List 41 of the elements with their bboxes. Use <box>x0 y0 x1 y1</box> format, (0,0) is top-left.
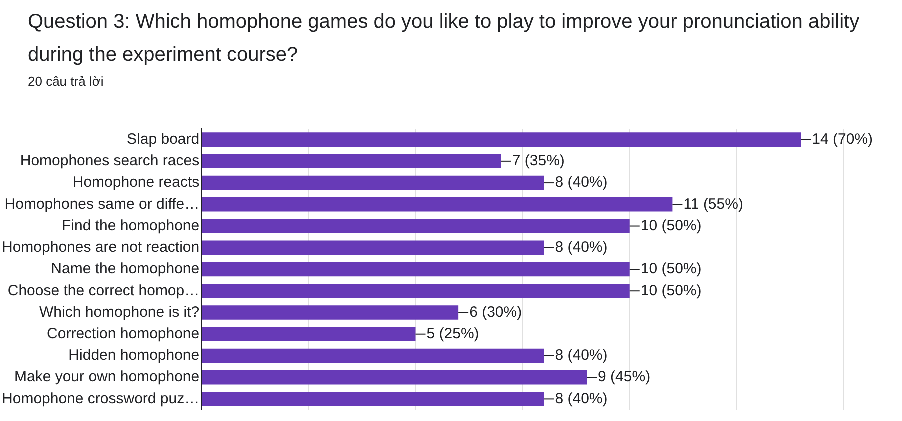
bar <box>202 198 673 212</box>
y-tick-label: Homophones are not reaction <box>2 239 200 256</box>
y-tick-label: Make your own homophone <box>14 368 200 386</box>
y-tick-label: Correction homophone <box>47 325 200 342</box>
y-tick-label: Homophones same or diffe… <box>4 196 200 213</box>
bar <box>202 370 588 385</box>
bar <box>202 176 544 190</box>
data-label: 8 (40%) <box>555 239 608 256</box>
bar <box>202 392 544 406</box>
y-tick-label: Homophone reacts <box>72 174 200 192</box>
data-label: 11 (55%) <box>684 196 744 213</box>
data-label: 14 (70%) <box>812 130 874 148</box>
bar <box>202 132 802 147</box>
y-tick-label: Find the homophone <box>62 217 200 234</box>
text: 20 câu trả lời <box>28 74 104 89</box>
y-tick-label: Homophone crossword puz… <box>2 390 200 408</box>
bar <box>202 284 630 298</box>
data-label: 8 (40%) <box>555 174 608 192</box>
data-label: 6 (30%) <box>470 304 522 321</box>
y-tick-label: Slap board <box>127 130 200 148</box>
data-label: 8 (40%) <box>555 390 608 408</box>
y-tick-label: Which homophone is it? <box>40 304 200 321</box>
y-tick-label: Name the homophone <box>51 260 200 278</box>
chart-title: Question 3: Which homophone games do you like to play to improve your pronunciation ability during the experiment course? <box>28 10 861 68</box>
data-label: 10 (50%) <box>640 282 702 300</box>
data-label: 10 (50%) <box>640 217 702 234</box>
data-label: 5 (25%) <box>426 325 480 342</box>
data-label: 9 (45%) <box>598 368 651 386</box>
bar <box>202 327 416 342</box>
bar <box>202 348 544 364</box>
bar <box>202 240 544 256</box>
bar <box>202 219 630 234</box>
data-label: 7 (35%) <box>512 152 565 170</box>
bar <box>202 154 502 169</box>
bar <box>202 262 630 277</box>
y-tick-label: Hidden homophone <box>68 347 200 364</box>
data-label: 10 (50%) <box>640 260 702 278</box>
bar <box>202 306 459 320</box>
y-tick-label: Choose the correct homop… <box>8 282 200 300</box>
y-tick-label: Homophones search races <box>20 152 200 170</box>
data-label: 8 (40%) <box>555 347 608 364</box>
